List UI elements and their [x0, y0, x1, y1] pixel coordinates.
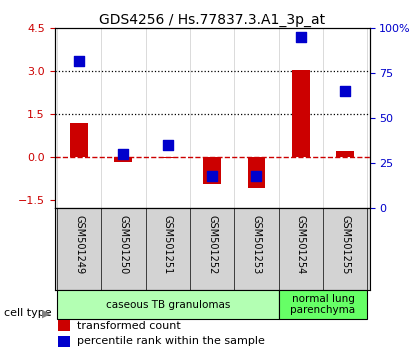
Point [342, 88, 349, 94]
Point [164, 142, 171, 148]
Text: cell type: cell type [4, 308, 52, 318]
Text: transformed count: transformed count [77, 321, 181, 331]
Text: normal lung
parenchyma: normal lung parenchyma [291, 294, 356, 315]
Bar [292, 70, 310, 157]
Point [209, 173, 215, 179]
Bar [248, 157, 265, 188]
Bar [57, 290, 278, 319]
Text: ▶: ▶ [42, 308, 50, 318]
Text: GSM501249: GSM501249 [74, 215, 84, 274]
Bar [278, 290, 368, 319]
Bar [115, 157, 132, 162]
Point [76, 58, 82, 63]
Text: percentile rank within the sample: percentile rank within the sample [77, 336, 265, 346]
Point [253, 173, 260, 179]
Text: GSM501250: GSM501250 [118, 215, 129, 274]
Bar [159, 157, 176, 158]
Bar [58, 320, 71, 331]
Bar [70, 122, 88, 157]
Point [120, 152, 127, 157]
Bar [203, 157, 221, 184]
Text: GSM501255: GSM501255 [340, 215, 350, 274]
Text: GSM501251: GSM501251 [163, 215, 173, 274]
Text: GSM501254: GSM501254 [296, 215, 306, 274]
Point [297, 34, 304, 40]
Bar [58, 336, 71, 347]
Text: GSM501252: GSM501252 [207, 215, 217, 274]
Title: GDS4256 / Hs.77837.3.A1_3p_at: GDS4256 / Hs.77837.3.A1_3p_at [99, 13, 325, 27]
Text: GSM501253: GSM501253 [252, 215, 262, 274]
Bar [336, 151, 354, 157]
Text: caseous TB granulomas: caseous TB granulomas [105, 299, 230, 309]
